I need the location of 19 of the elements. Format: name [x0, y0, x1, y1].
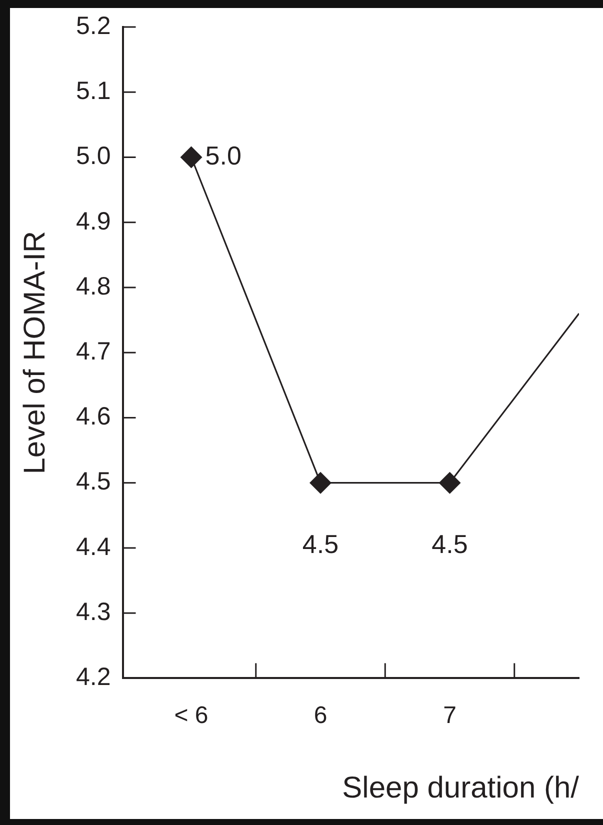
y-tick-label: 4.7: [76, 337, 111, 366]
y-tick-label: 5.0: [76, 142, 111, 170]
y-tick-label: 4.8: [76, 272, 111, 300]
data-label: 4.5: [432, 529, 468, 560]
x-axis-title: Sleep duration (h/: [342, 771, 580, 804]
y-tick-label: 4.9: [76, 207, 111, 236]
y-tick-label: 4.4: [76, 532, 111, 561]
y-tick-label: 5.2: [76, 12, 111, 40]
y-tick-label: 5.1: [76, 77, 111, 106]
y-tick-label: 4.2: [76, 663, 111, 692]
x-tick-label: 7: [443, 702, 456, 730]
y-tick-label: 4.5: [76, 468, 111, 496]
x-tick-label: < 6: [174, 702, 208, 730]
data-label: 5.0: [205, 140, 242, 170]
y-tick-label: 4.6: [76, 402, 111, 431]
y-axis-title: Level of HOMA-IR: [18, 230, 52, 474]
data-label: 4.5: [302, 529, 339, 560]
y-tick-label: 4.3: [76, 598, 111, 626]
x-tick-label: 6: [314, 702, 328, 730]
